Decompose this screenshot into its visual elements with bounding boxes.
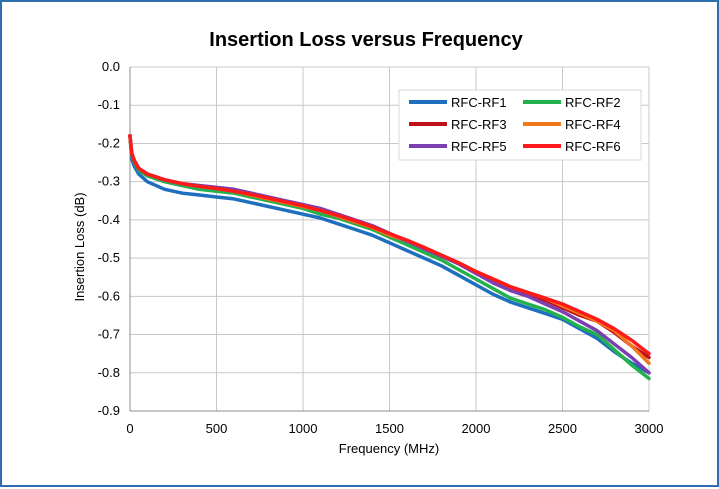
legend-label-rfc-rf1: RFC-RF1 — [451, 95, 507, 110]
x-tick-label: 2500 — [548, 421, 577, 436]
legend-label-rfc-rf3: RFC-RF3 — [451, 117, 507, 132]
y-tick-label: -0.4 — [98, 212, 120, 227]
x-tick-label: 3000 — [635, 421, 664, 436]
y-axis-title: Insertion Loss (dB) — [72, 192, 87, 301]
x-tick-label: 1500 — [375, 421, 404, 436]
y-tick-label: -0.1 — [98, 97, 120, 112]
y-tick-label: -0.3 — [98, 174, 120, 189]
series-line-rfc-rf2 — [128, 134, 651, 381]
y-tick-label: -0.6 — [98, 288, 120, 303]
legend-label-rfc-rf5: RFC-RF5 — [451, 139, 507, 154]
legend-label-rfc-rf2: RFC-RF2 — [565, 95, 621, 110]
x-axis-title: Frequency (MHz) — [339, 441, 439, 456]
axes: 0.0 -0.1 -0.2 -0.3 -0.4 -0.5 -0.6 -0.7 -0.8 -0.9 0… — [98, 59, 664, 436]
x-tick-label: 500 — [206, 421, 228, 436]
legend-label-rfc-rf6: RFC-RF6 — [565, 139, 621, 154]
y-tick-label: -0.5 — [98, 250, 120, 265]
legend-label-rfc-rf4: RFC-RF4 — [565, 117, 621, 132]
chart-title: Insertion Loss versus Frequency — [209, 29, 523, 51]
series-lines — [128, 134, 651, 381]
y-tick-label: 0.0 — [102, 59, 120, 74]
x-tick-label: 2000 — [462, 421, 491, 436]
legend: RFC-RF1 RFC-RF2 RFC-RF3 RFC-RF4 RFC-RF5 RFC-R… — [398, 89, 642, 161]
y-tick-label: -0.7 — [98, 327, 120, 342]
y-tick-label: -0.2 — [98, 135, 120, 150]
x-tick-label: 1000 — [289, 421, 318, 436]
series-line-rfc-rf6 — [128, 134, 651, 356]
series-line-rfc-rf1 — [128, 134, 651, 375]
x-tick-label: 0 — [126, 421, 133, 436]
y-tick-label: -0.9 — [98, 403, 120, 418]
y-tick-label: -0.8 — [98, 365, 120, 380]
